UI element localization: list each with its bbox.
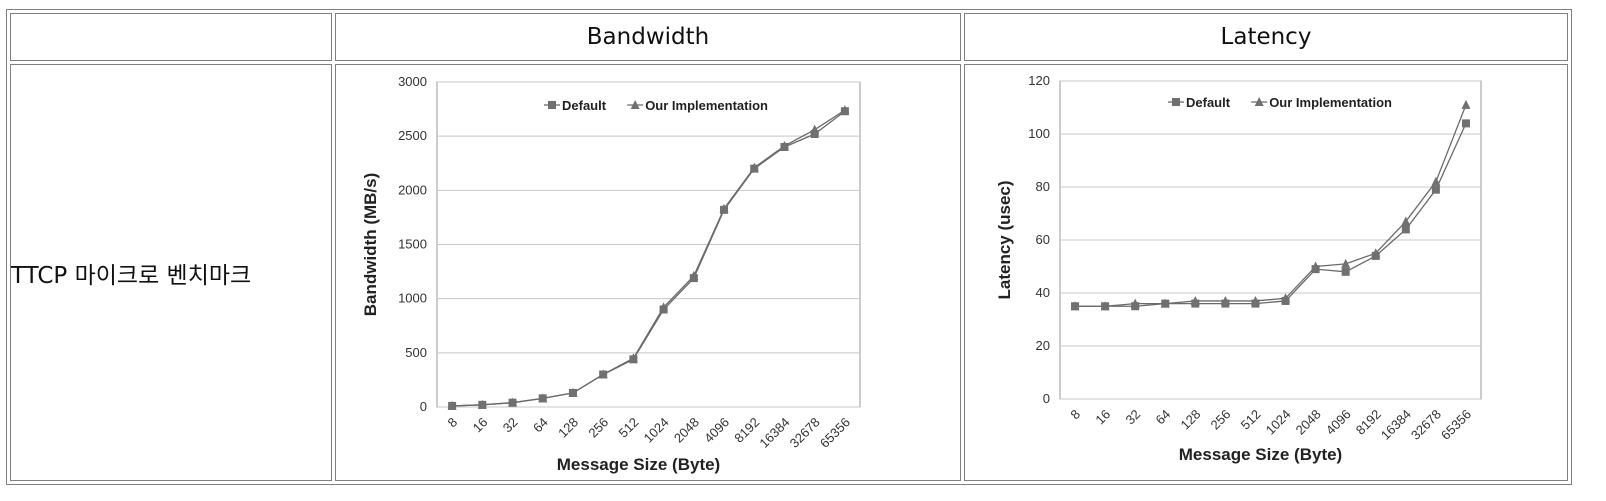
chart1-series-1-point bbox=[1431, 176, 1441, 186]
chart0-series-1-point bbox=[840, 105, 850, 115]
chart0-x-tick-label: 8 bbox=[445, 415, 461, 431]
chart0-series-1-point bbox=[568, 387, 578, 397]
chart0-x-tick-label: 16384 bbox=[756, 415, 792, 451]
latency-cell: 0 20 40 60 80 100 120 8 16 32 64 128 256 512 1024 2048 4… bbox=[964, 64, 1568, 481]
chart1-x-axis-title: Message Size (Byte) bbox=[1179, 445, 1342, 464]
chart0-series-1-point bbox=[447, 400, 457, 410]
chart1-series-1-line bbox=[1075, 104, 1467, 307]
chart0-series-0-point bbox=[810, 130, 819, 138]
chart0-x-tick-label: 1024 bbox=[641, 415, 672, 446]
chart1-x-tick-label: 256 bbox=[1208, 407, 1234, 433]
chart1-series-1-point bbox=[1130, 298, 1140, 308]
chart0-legend-label: Default bbox=[562, 98, 607, 113]
chart1-series-1-point bbox=[1401, 216, 1411, 226]
chart1-series-0-point bbox=[1401, 225, 1410, 234]
comparison-table: Bandwidth Latency TTCP 마이크로 벤치마크 0 500 100… bbox=[6, 9, 1572, 485]
chart0-x-tick-label: 65356 bbox=[817, 415, 853, 451]
chart1-x-tick-label: 128 bbox=[1177, 407, 1203, 433]
chart1-legend-label: Our Implementation bbox=[1269, 95, 1392, 110]
chart1-y-tick-label: 120 bbox=[1028, 73, 1050, 88]
chart0-series-0-line bbox=[452, 110, 846, 407]
chart0-y-tick-label: 0 bbox=[420, 399, 427, 414]
chart0-y-tick-label: 1000 bbox=[398, 291, 427, 306]
chart1-series-0-point bbox=[1461, 119, 1470, 128]
chart1-series-1-point bbox=[1250, 295, 1260, 305]
chart1-x-tick-label: 32 bbox=[1122, 407, 1143, 428]
chart1-x-tick-label: 1024 bbox=[1263, 407, 1294, 438]
chart1-x-tick-label: 512 bbox=[1238, 407, 1264, 433]
chart1-y-tick-label: 40 bbox=[1036, 285, 1050, 300]
chart0-series-1-point bbox=[719, 203, 729, 213]
chart1-x-tick-label: 8 bbox=[1067, 407, 1083, 423]
latency-header: Latency bbox=[964, 13, 1568, 61]
chart0-y-axis-title: Bandwidth (MB/s) bbox=[361, 173, 380, 317]
chart0-x-tick-label: 32678 bbox=[787, 415, 823, 451]
chart1-series-1-point bbox=[1070, 301, 1080, 311]
chart1-series-1-point bbox=[1371, 248, 1381, 258]
chart1-series-1-point bbox=[1100, 301, 1110, 311]
chart1-x-tick-label: 64 bbox=[1153, 407, 1174, 428]
chart0-series-1-point bbox=[628, 353, 638, 363]
chart0-y-tick-label: 1500 bbox=[398, 237, 427, 252]
chart1-y-tick-label: 80 bbox=[1036, 179, 1050, 194]
corner-cell bbox=[10, 13, 332, 61]
row-label: TTCP 마이크로 벤치마크 bbox=[10, 64, 332, 481]
chart1-y-axis-title: Latency (usec) bbox=[995, 180, 1014, 299]
chart0-y-tick-label: 3000 bbox=[398, 74, 427, 89]
chart1-y-tick-label: 20 bbox=[1036, 338, 1050, 353]
chart1-x-tick-label: 2048 bbox=[1293, 407, 1324, 438]
chart0-x-tick-label: 2048 bbox=[671, 415, 702, 446]
chart1-series-1-point bbox=[1461, 99, 1471, 109]
chart1-series-0-point bbox=[1341, 267, 1350, 276]
chart1-x-tick-label: 16384 bbox=[1378, 407, 1414, 443]
chart1-series-1-point bbox=[1311, 261, 1321, 271]
chart1-x-tick-label: 32678 bbox=[1408, 407, 1444, 443]
chart1-legend-swatch-marker bbox=[1254, 97, 1264, 106]
chart0-y-tick-label: 500 bbox=[405, 345, 427, 360]
chart0-x-tick-label: 64 bbox=[530, 415, 551, 436]
chart0-x-tick-label: 4096 bbox=[701, 415, 732, 446]
chart1-y-tick-label: 100 bbox=[1028, 126, 1050, 141]
chart1-legend-swatch-marker bbox=[1172, 98, 1180, 106]
chart1-series-0-line bbox=[1075, 123, 1467, 307]
chart0-x-tick-label: 16 bbox=[470, 415, 491, 436]
chart0-series-1-point bbox=[810, 124, 820, 134]
chart0-legend-label: Our Implementation bbox=[645, 98, 768, 113]
chart0-x-axis-title: Message Size (Byte) bbox=[557, 455, 720, 474]
chart1-x-tick-label: 65356 bbox=[1438, 407, 1474, 443]
chart0-y-tick-label: 2500 bbox=[398, 128, 427, 143]
chart1-series-1-point bbox=[1160, 298, 1170, 308]
chart0-x-tick-label: 256 bbox=[585, 415, 611, 441]
chart1-series-1-point bbox=[1220, 295, 1230, 305]
chart0-series-1-point bbox=[779, 140, 789, 150]
chart1-series-0-point bbox=[1431, 185, 1440, 194]
chart0-series-1-line bbox=[452, 109, 846, 407]
chart1-x-tick-label: 16 bbox=[1092, 407, 1113, 428]
chart1-series-1-point bbox=[1281, 293, 1291, 303]
chart0-legend-swatch-marker bbox=[630, 100, 640, 109]
chart0-series-1-point bbox=[749, 162, 759, 172]
chart0-series-1-point bbox=[689, 270, 699, 280]
chart1-series-1-point bbox=[1190, 295, 1200, 305]
bandwidth-cell: 0 500 1000 1500 2000 2500 3000 8 16 32 64 128 256 512… bbox=[335, 64, 961, 481]
chart0-x-tick-label: 128 bbox=[555, 415, 581, 441]
chart0-x-tick-label: 512 bbox=[616, 415, 642, 441]
chart1-series-1-point bbox=[1341, 258, 1351, 268]
chart0-legend-swatch-marker bbox=[548, 101, 556, 109]
latency-chart: 0 20 40 60 80 100 120 8 16 32 64 128 256 512 1024 2048 4… bbox=[995, 73, 1482, 464]
chart1-y-tick-label: 60 bbox=[1036, 232, 1050, 247]
bandwidth-chart: 0 500 1000 1500 2000 2500 3000 8 16 32 64 128 256 512… bbox=[361, 74, 861, 474]
chart0-series-1-point bbox=[508, 397, 518, 407]
chart0-series-1-point bbox=[477, 399, 487, 409]
chart0-x-tick-label: 32 bbox=[500, 415, 521, 436]
bandwidth-header: Bandwidth bbox=[335, 13, 961, 61]
chart0-series-1-point bbox=[659, 302, 669, 312]
chart1-legend-label: Default bbox=[1186, 95, 1231, 110]
chart0-series-1-point bbox=[598, 369, 608, 379]
chart0-y-tick-label: 2000 bbox=[398, 182, 427, 197]
chart1-x-tick-label: 4096 bbox=[1323, 407, 1354, 438]
chart1-y-tick-label: 0 bbox=[1043, 391, 1050, 406]
chart0-series-1-point bbox=[538, 393, 548, 403]
